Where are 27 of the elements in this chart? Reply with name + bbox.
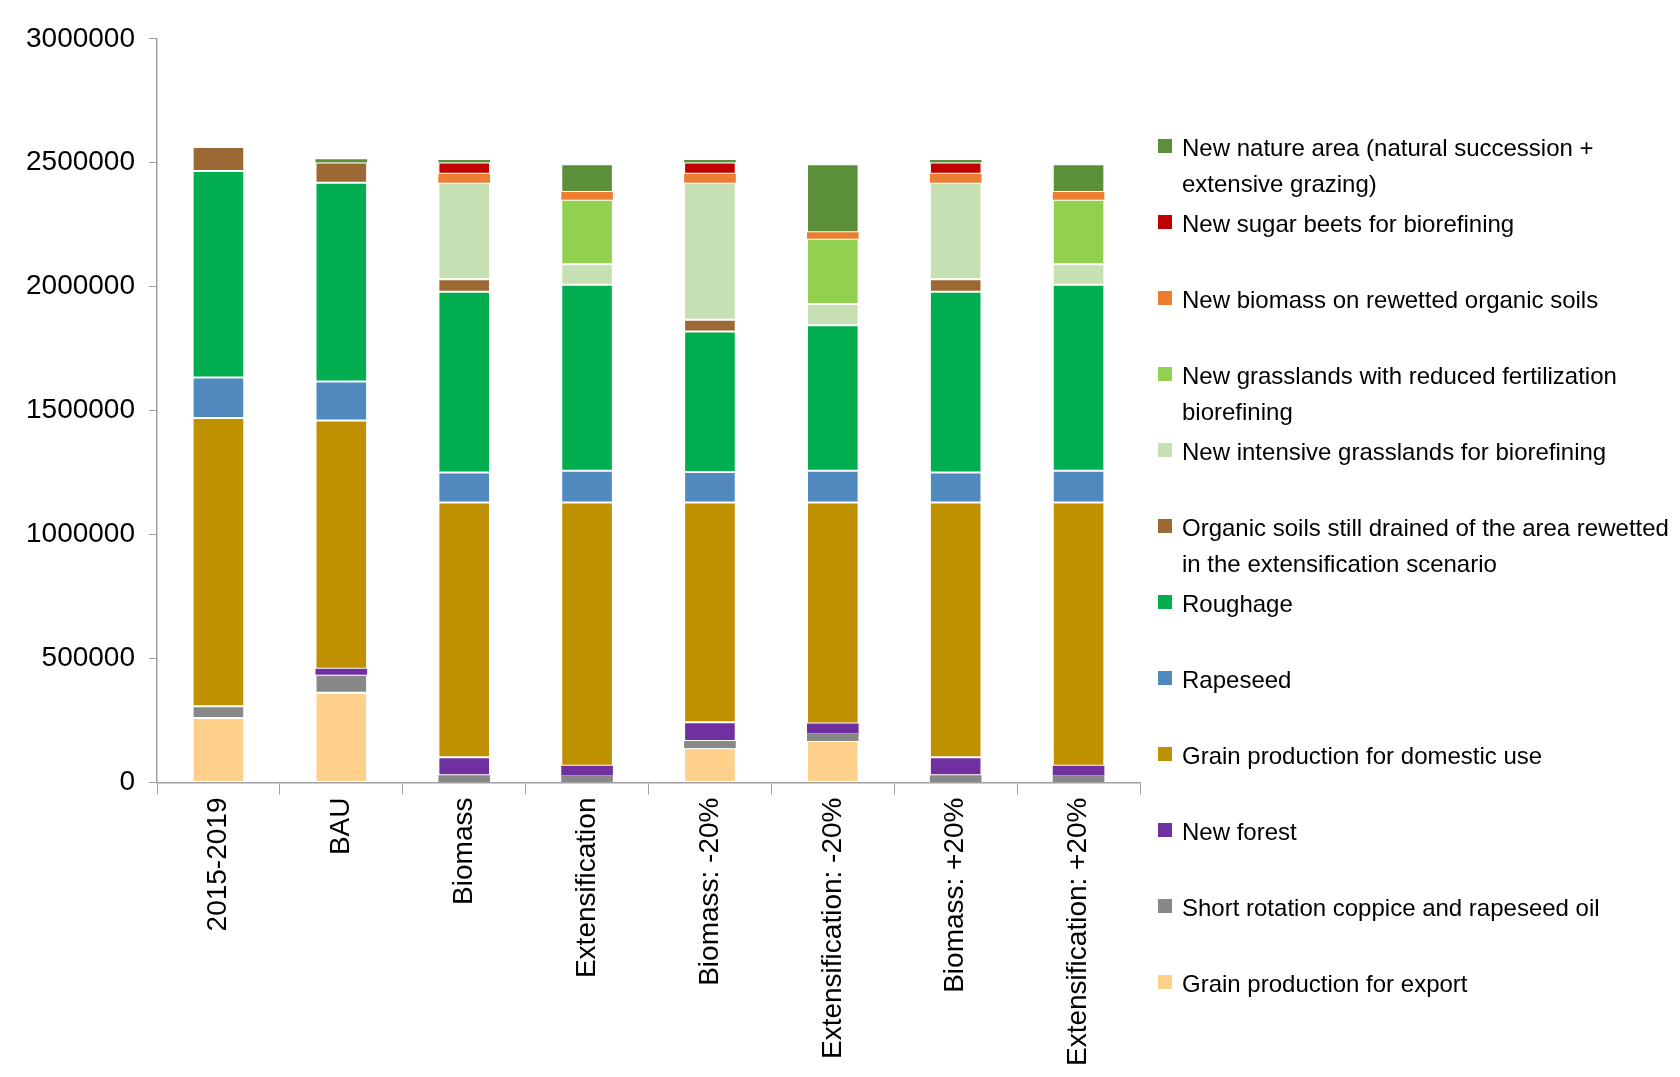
- y-tick-label: 0: [119, 765, 136, 797]
- legend-label: Rapeseed: [1182, 665, 1292, 695]
- legend-label: Short rotation coppice and rapeseed oil: [1182, 893, 1600, 923]
- y-tick-label: 2000000: [25, 269, 136, 301]
- x-tick-label: Extensification: -20%: [815, 797, 847, 1059]
- legend-label: Grain production for domestic use: [1182, 741, 1543, 771]
- legend-label: New biomass on rewetted organic soils: [1182, 285, 1599, 315]
- legend-label: Grain production for export: [1182, 969, 1468, 999]
- x-tick-label: Extensification: [569, 797, 601, 979]
- x-tick-label: Biomass: [446, 797, 478, 905]
- x-tick-label: Biomass: +20%: [938, 797, 970, 993]
- legend-label: New grasslands with reduced fertilization biorefining: [1182, 361, 1618, 427]
- legend-label: New forest: [1182, 817, 1297, 847]
- y-tick-label: 3000000: [25, 21, 136, 53]
- y-tick-label: 1000000: [25, 517, 136, 549]
- x-tick-label: BAU: [324, 797, 356, 856]
- y-tick-label: 2500000: [25, 145, 136, 177]
- y-tick-label: 500000: [41, 641, 136, 673]
- x-tick-label: 2015-2019: [201, 797, 233, 932]
- x-tick-label: Biomass: -20%: [692, 797, 724, 986]
- y-tick-label: 1500000: [25, 393, 136, 425]
- legend-label: Roughage: [1182, 589, 1293, 619]
- legend-label: Organic soils still drained of the area rewetted in the extensification scenario: [1182, 513, 1670, 579]
- legend-label: New nature area (natural succession + extensive grazing): [1182, 133, 1595, 199]
- x-tick-label: Extensification: +20%: [1061, 797, 1093, 1067]
- legend-label: New sugar beets for biorefining: [1182, 209, 1515, 239]
- legend-label: New intensive grasslands for biorefining: [1182, 437, 1607, 467]
